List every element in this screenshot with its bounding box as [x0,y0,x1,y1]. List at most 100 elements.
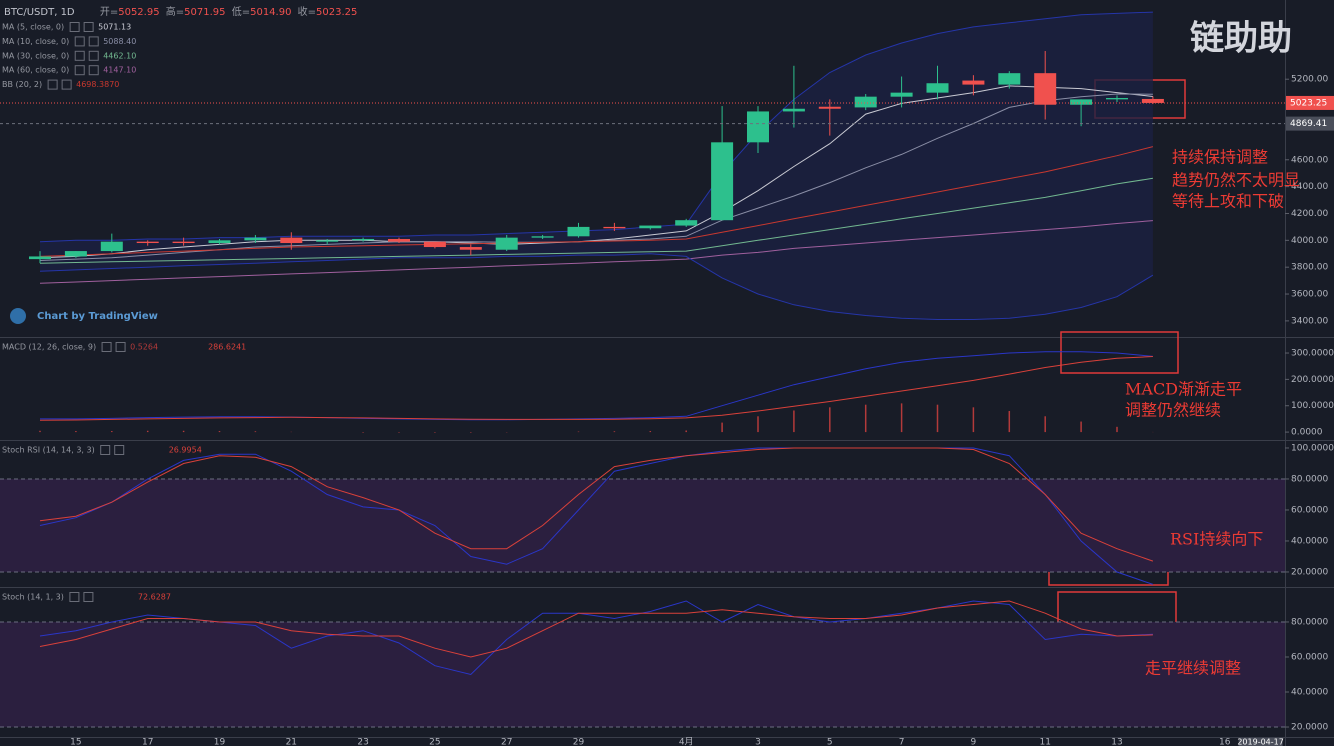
legend-icon[interactable] [61,79,72,90]
legend-value: 0.5264 [130,343,158,352]
legend-icon[interactable] [83,592,94,602]
credit[interactable]: Chart by TradingView [37,311,158,322]
candle-body [136,241,159,244]
legend-icon[interactable] [69,592,80,602]
x-tick-label: 29 [573,738,585,746]
series-line [39,177,1153,264]
y-tick-label: 4000.00 [1291,236,1328,246]
price-label-box [1286,116,1334,131]
close-value: 5023.25 [316,7,357,18]
legend-value: 26.9954 [169,446,202,455]
open-label: 开= [100,7,118,18]
candle-body [639,225,662,229]
legend-icon[interactable] [88,36,99,47]
candle-body [603,226,626,229]
x-tick-label: 15 [70,738,81,746]
x-tick-label: 4月 [679,737,694,746]
x-tick-label: 23 [357,738,368,746]
series-line [39,600,1153,676]
annotation: RSI持续向下 [1170,530,1263,549]
legend-icon[interactable] [115,342,126,352]
legend-value: 4147.10 [103,66,136,75]
candle-body [998,73,1021,85]
annotation: 走平继续调整 [1145,659,1241,678]
legend-icon[interactable] [74,36,85,47]
annotation: MACD渐渐走平 [1125,380,1242,399]
y-tick-label: 4400.00 [1291,182,1328,192]
y-tick-label: 100.0000 [1291,401,1334,411]
series-line [39,220,1153,284]
candle-body [1034,73,1057,105]
candle-body [495,237,518,250]
legend-icon[interactable] [47,79,58,90]
high-label: 高= [166,5,184,18]
series-line [39,447,1154,562]
candle-body [64,251,87,257]
annotation: 持续保持调整 [1172,148,1268,167]
y-tick-label: 100.0000 [1291,443,1334,453]
candle-body [854,96,877,108]
candle-body [423,241,446,248]
legend-icon[interactable] [100,445,111,455]
legend-icon[interactable] [101,342,112,352]
last-price-box [1286,95,1334,110]
series-line [39,600,1153,658]
close-label: 收= [298,5,316,18]
legend-value: 5071.13 [98,23,131,32]
pane-title: MACD (12, 26, close, 9) [2,343,96,352]
legend-icon[interactable] [88,65,99,76]
legend-value: 286.6241 [208,343,246,352]
legend-value: 5088.40 [103,37,136,46]
x-tick-label: 7 [899,738,905,746]
legend-value: 72.6287 [138,593,171,602]
series-line [39,253,1154,320]
x-tick-label: 11 [1039,738,1050,746]
legend-name: MA (30, close, 0) [2,51,69,60]
x-tick-label: 19 [214,738,226,746]
symbol: BTC/USDT, 1D [4,7,75,18]
band [0,478,1285,572]
candle-body [316,240,339,242]
candle-body [208,240,231,244]
y-tick-label: 3800.00 [1291,263,1328,273]
x-tick-label: 16 [1219,738,1231,746]
y-tick-label: 3600.00 [1291,290,1328,300]
candle-body [29,256,51,260]
x-tick-label: 2019-04-17 [1237,738,1284,746]
candle-body [890,92,913,97]
legend-icon[interactable] [114,445,125,455]
candle-body [352,238,375,241]
y-tick-label: 40.0000 [1291,536,1328,546]
legend-icon[interactable] [74,50,85,61]
legend-value: 4462.10 [103,51,136,60]
series-line [39,447,1154,585]
series-line [39,85,1153,259]
legend-icon[interactable] [83,22,94,32]
y-tick-label: 20.0000 [1291,723,1328,733]
open-value: 5052.95 [118,7,159,18]
legend-value: 4698.3870 [76,80,119,89]
x-tick-label: 3 [755,738,761,746]
legend-icon[interactable] [74,65,85,76]
annotation: 调整仍然继续 [1125,401,1221,420]
legend-icon[interactable] [69,22,80,32]
candle-body [100,241,123,252]
y-tick-label: 80.0000 [1291,474,1328,484]
candle-body [388,238,410,242]
x-tick-label: 5 [827,738,833,746]
y-tick-label: 80.0000 [1291,617,1328,627]
legend-icon[interactable] [88,50,99,61]
annotation: 等待上攻和下破 [1172,192,1284,211]
candle-body [459,247,482,250]
box [1060,331,1179,374]
candle-body [926,83,949,93]
candle-body [1070,99,1093,105]
series-line [39,356,1153,421]
candle-body [280,237,303,244]
legend-name: MA (60, close, 0) [2,66,69,75]
candle-body [1141,98,1164,103]
x-tick-label: 13 [1111,738,1122,746]
x-tick-label: 25 [429,738,440,746]
x-tick-label: 9 [971,738,977,746]
